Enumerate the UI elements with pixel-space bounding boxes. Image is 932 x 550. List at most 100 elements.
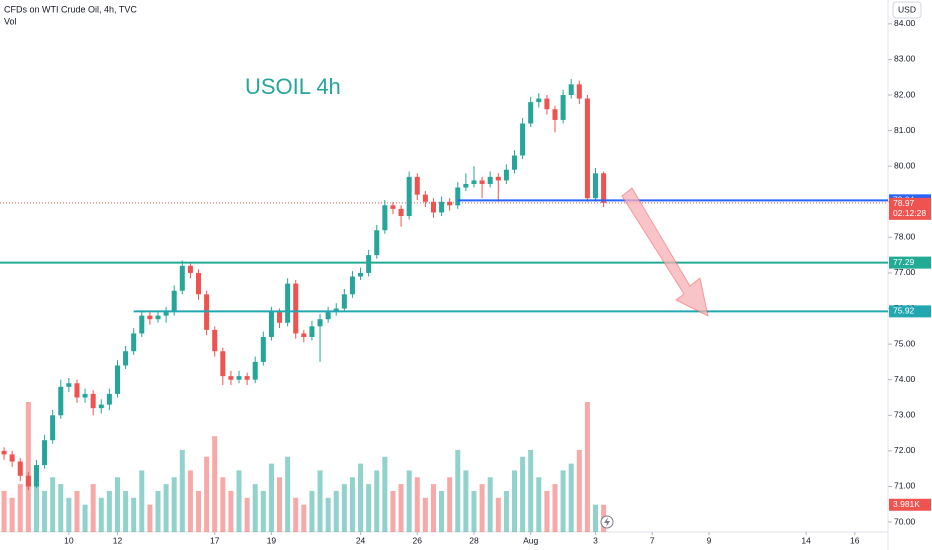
candle-body (382, 205, 388, 231)
volume-bar (195, 490, 202, 532)
x-tick-label: 3 (593, 535, 598, 545)
volume-bar (479, 484, 485, 532)
volume-bar (212, 436, 218, 532)
candle-body (536, 98, 542, 103)
level-badge-label: 75.92 (893, 306, 915, 316)
candle-body (333, 308, 339, 313)
volume-bar (285, 456, 291, 532)
x-tick-label: Aug (523, 535, 538, 545)
volume-bar (163, 484, 169, 532)
volume-bar (50, 477, 56, 532)
volume-bar (576, 449, 582, 532)
volume-bar (260, 490, 266, 532)
candle-body (171, 290, 177, 313)
volume-bar (90, 484, 96, 532)
candle-body (98, 404, 104, 409)
volume-badge-label: 3.981K (893, 499, 920, 509)
volume-bar (528, 449, 534, 532)
x-tick-label: 19 (267, 535, 277, 545)
volume-bar (252, 484, 258, 532)
volume-bar (155, 490, 161, 532)
lightning-glyph (604, 517, 610, 527)
candle-body (552, 109, 558, 120)
volume-bar (447, 477, 453, 532)
candle-body (147, 315, 153, 320)
candle-body (220, 351, 226, 377)
y-tick-label: 72.00 (894, 445, 916, 455)
candle-body (560, 95, 566, 120)
y-tick-label: 81.00 (894, 125, 916, 135)
volume-bar (204, 456, 210, 532)
candle-body (358, 272, 364, 277)
y-tick-label: 84.00 (894, 18, 916, 28)
volume-bar (179, 449, 185, 532)
candle-body (511, 155, 518, 170)
volume-bar (455, 449, 461, 532)
candle-body (236, 376, 242, 380)
volume-bar (390, 490, 396, 532)
volume-bar (544, 490, 550, 532)
y-tick-label: 70.00 (894, 516, 916, 526)
down-arrow (621, 187, 709, 317)
volume-bar (58, 484, 64, 532)
volume-bar (42, 490, 48, 532)
candle-body (325, 312, 331, 320)
y-tick-label: 77.00 (894, 267, 916, 277)
volume-bar (139, 470, 145, 532)
candle-body (544, 98, 550, 110)
candle-body (244, 376, 250, 380)
volume-bar (511, 470, 518, 532)
volume-bar (1, 490, 7, 532)
candle-body (439, 201, 445, 213)
volume-bar (439, 490, 445, 532)
volume-bar (520, 456, 526, 532)
candle-body (106, 393, 112, 405)
volume-bar (317, 470, 323, 532)
candle-body (301, 333, 307, 337)
candle-body (66, 383, 72, 387)
volume-bar (592, 504, 599, 532)
volume-bar (131, 497, 137, 532)
candle-body (374, 230, 380, 256)
y-tick-label: 74.00 (894, 374, 916, 384)
volume-bar (430, 484, 436, 532)
candle-body (601, 173, 607, 203)
candle-body (520, 123, 526, 156)
volume-bar (325, 497, 331, 532)
candle-body (195, 272, 202, 295)
candle-body (406, 176, 412, 217)
volume-bar (106, 490, 112, 532)
x-tick-label: 28 (469, 535, 479, 545)
currency-box[interactable] (892, 1, 922, 19)
volume-bar (560, 470, 566, 532)
volume-bar (236, 470, 242, 532)
candle-body (528, 102, 534, 124)
volume-bar (414, 477, 420, 532)
y-tick-label: 80.00 (894, 160, 916, 170)
currency: USD (898, 4, 916, 14)
candle-body (592, 173, 599, 199)
level-badge (889, 305, 931, 318)
candle-body (260, 336, 266, 362)
x-tick-label: 10 (64, 535, 74, 545)
volume-bar (33, 470, 39, 532)
candle-body (50, 415, 56, 441)
volume-bar (293, 497, 299, 532)
volume-bar (187, 470, 193, 532)
x-tick-label: 9 (707, 535, 712, 545)
candle-body (584, 98, 590, 199)
candle-body (179, 265, 185, 291)
volume-bar (398, 484, 404, 532)
volume-bar (471, 490, 477, 532)
y-tick-label: 83.00 (894, 54, 916, 64)
candle-body (252, 361, 258, 380)
last-price-badge (889, 197, 931, 220)
candle-body (471, 180, 477, 184)
candle-body (58, 386, 64, 416)
candle-body (228, 376, 234, 380)
candle-body (25, 475, 31, 487)
candle-body (317, 319, 323, 327)
candle-body (285, 283, 291, 323)
